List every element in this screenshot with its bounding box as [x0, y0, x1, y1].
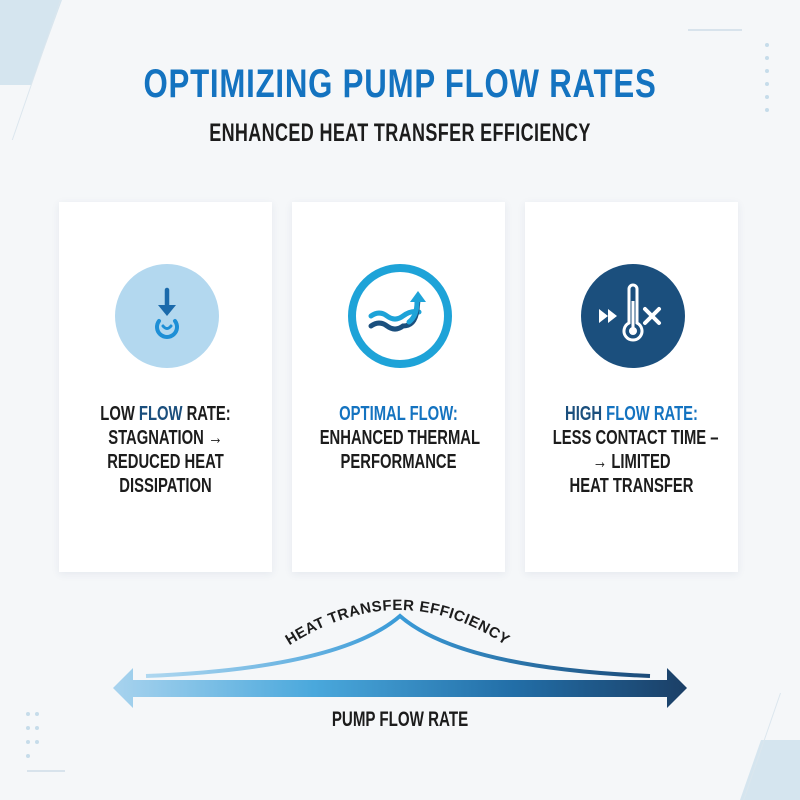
card-optimal-flow: OPTIMAL FLOW: ENHANCED THERMAL PERFORMAN… — [292, 202, 505, 572]
svg-text:HEAT TRANSFER EFFICIENCY: HEAT TRANSFER EFFICIENCY — [282, 597, 512, 649]
card-description: LOW FLOW RATE: STAGNATION → REDUCED HEAT… — [100, 403, 231, 497]
drop-arrow-down-icon — [115, 264, 219, 368]
page-subtitle: ENHANCED HEAT TRANSFER EFFICIENCY — [209, 119, 591, 147]
decorative-line-top-right — [688, 29, 742, 31]
wave-arrow-up-icon — [348, 264, 452, 368]
curve-label: HEAT TRANSFER EFFICIENCY — [282, 597, 512, 649]
efficiency-curve — [145, 613, 651, 678]
efficiency-curve-chart: HEAT TRANSFER EFFICIENCY — [113, 597, 687, 708]
thermometer-fast-forward-x-icon — [581, 264, 685, 368]
card-low-flow-rate: LOW FLOW RATE: STAGNATION → REDUCED HEAT… — [59, 202, 272, 572]
decorative-dots-top-right — [765, 43, 769, 112]
card-description: HIGH FLOW RATE: LESS CONTACT TIME – → LI… — [552, 403, 719, 497]
x-axis-label: PUMP FLOW RATE — [331, 708, 469, 731]
corner-decoration-bottom-right — [740, 740, 800, 800]
card-description: OPTIMAL FLOW: ENHANCED THERMAL PERFORMAN… — [319, 403, 481, 473]
card-high-flow-rate: HIGH FLOW RATE: LESS CONTACT TIME – → LI… — [525, 202, 738, 572]
corner-decoration-top-left — [0, 0, 62, 85]
decorative-line-bottom-left — [27, 770, 65, 772]
page-title: OPTIMIZING PUMP FLOW RATES — [143, 62, 657, 106]
flow-rate-axis-arrow — [113, 668, 687, 708]
decorative-dots-bottom-left — [26, 712, 39, 758]
